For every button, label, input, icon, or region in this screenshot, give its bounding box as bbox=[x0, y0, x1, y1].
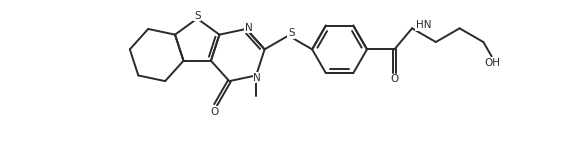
Text: S: S bbox=[194, 11, 201, 21]
Text: N: N bbox=[253, 73, 261, 83]
Text: OH: OH bbox=[485, 58, 501, 68]
Text: O: O bbox=[210, 107, 218, 117]
Text: N: N bbox=[245, 23, 253, 33]
Text: HN: HN bbox=[415, 20, 431, 30]
Text: O: O bbox=[390, 74, 399, 84]
Text: S: S bbox=[288, 28, 295, 38]
